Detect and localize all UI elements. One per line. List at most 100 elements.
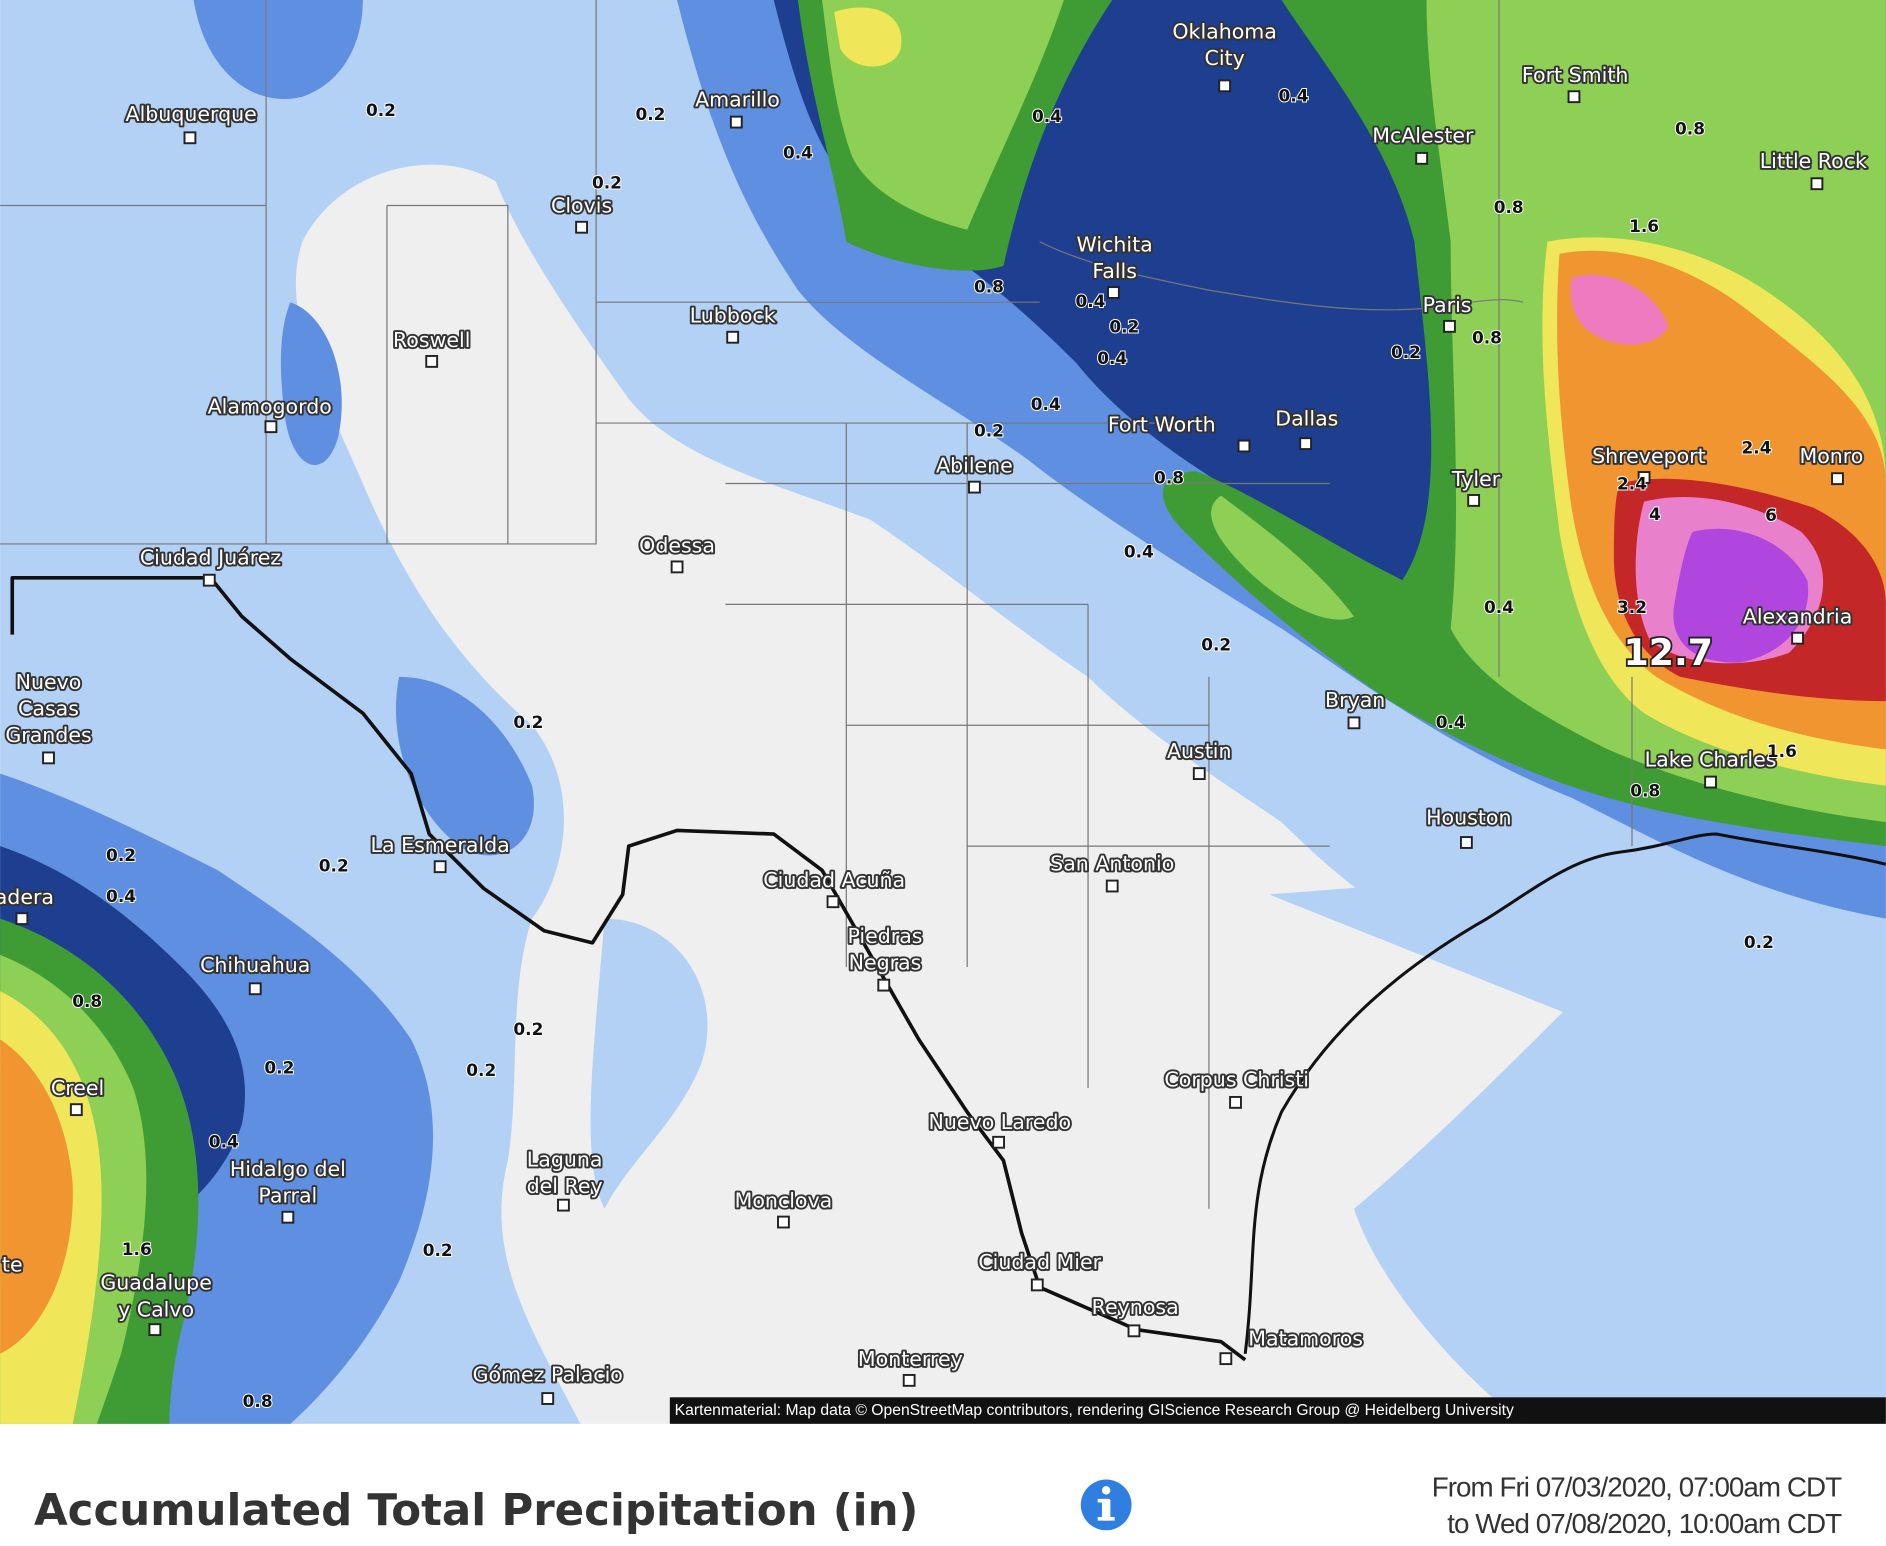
place-label: Lake Charles: [1645, 747, 1777, 771]
contour-label: 0.8: [1630, 781, 1660, 801]
place-dot: [1810, 177, 1824, 191]
place-label: San Antonio: [1050, 851, 1174, 875]
place-label: Odessa: [639, 533, 715, 557]
date-from: From Fri 07/03/2020, 07:00am CDT: [1432, 1472, 1842, 1503]
place-label: Monterrey: [858, 1347, 963, 1371]
place-dot: [425, 355, 439, 368]
place-label: Corpus Christi: [1164, 1068, 1309, 1092]
contour-label: 0.8: [1472, 327, 1502, 347]
contour-label: 6: [1765, 505, 1777, 525]
place-label: Wichita: [1077, 232, 1153, 256]
place-label: Houston: [1426, 805, 1511, 829]
place-dot: [1030, 1278, 1044, 1292]
contour-label: 4: [1649, 504, 1661, 524]
place-label: Monclova: [735, 1189, 833, 1213]
contour-label: 0.2: [319, 856, 349, 876]
place-label: Fort Smith: [1522, 63, 1628, 87]
place-dot: [1347, 716, 1361, 730]
place-label: te: [2, 1253, 23, 1277]
contour-label: 0.8: [1154, 468, 1184, 488]
place-dot: [1459, 836, 1473, 849]
contour-label: 1.6: [1629, 216, 1659, 236]
attribution: Kartenmaterial: Map data © OpenStreetMap…: [675, 1402, 1514, 1419]
place-label: La Esmeralda: [371, 833, 510, 857]
place-dot: [1415, 151, 1429, 165]
place-label: Gómez Palacio: [473, 1363, 623, 1387]
place-label: Dallas: [1275, 406, 1338, 430]
contour-label: 0.4: [1436, 712, 1466, 732]
contour-label: 0.8: [1494, 197, 1524, 217]
place-label: Fort Worth: [1108, 412, 1216, 436]
place-label: Grandes: [5, 723, 91, 747]
place-dot: [1105, 879, 1119, 893]
place-label: Casas: [18, 697, 79, 721]
contour-label: 1.6: [122, 1239, 152, 1259]
place-label: Shreveport: [1592, 444, 1706, 468]
place-dot: [1218, 79, 1232, 93]
place-dot: [248, 982, 262, 996]
place-dot: [15, 912, 29, 926]
place-label: Alamogordo: [208, 394, 332, 418]
place-dot: [670, 560, 684, 574]
contour-label: 0.2: [466, 1060, 496, 1080]
labels: Kartenmaterial: Map data © OpenStreetMap…: [0, 18, 1869, 1539]
place-dot: [541, 1392, 555, 1405]
date-to: to Wed 07/08/2020, 10:00am CDT: [1447, 1508, 1842, 1539]
place-label: Falls: [1092, 259, 1137, 283]
contour-label: 0.2: [1109, 317, 1139, 337]
title: Accumulated Total Precipitation (in): [34, 1486, 918, 1536]
place-dot: [69, 1103, 83, 1117]
contour-label: 0.2: [592, 173, 622, 193]
place-label: Nuevo: [16, 670, 82, 694]
place-label: Tyler: [1451, 467, 1501, 491]
place-dot: [1791, 631, 1804, 645]
place-dot: [575, 220, 588, 234]
place-label: Ciudad Mier: [978, 1250, 1101, 1274]
place-label: City: [1205, 46, 1245, 70]
place-label: Creel: [51, 1076, 104, 1100]
place-dot: [281, 1210, 295, 1224]
place-label: Laguna: [527, 1147, 603, 1171]
contour-label: 0.2: [636, 104, 666, 124]
place-label: del Rey: [527, 1174, 603, 1198]
contour-label: 0.2: [513, 1019, 543, 1039]
place-label: Austin: [1167, 739, 1232, 763]
contour-label: 0.2: [974, 421, 1004, 441]
place-dot: [1192, 767, 1206, 781]
place-label: Chihuahua: [200, 953, 310, 977]
place-label: Piedras: [847, 924, 922, 948]
place-dot: [1467, 494, 1481, 507]
contour-label: 0.4: [1031, 394, 1061, 414]
place-label: Bryan: [1325, 688, 1385, 712]
place-label: Reynosa: [1092, 1295, 1179, 1319]
place-label: Negras: [849, 950, 922, 974]
place-label: Paris: [1423, 293, 1472, 317]
contour-label: 0.8: [243, 1391, 273, 1411]
place-dot: [202, 573, 216, 587]
place-label: Guadalupe: [100, 1271, 212, 1295]
place-label: Lubbock: [690, 304, 776, 328]
contour-label: 0.4: [1124, 541, 1154, 561]
contour-label: 0.2: [513, 712, 543, 732]
contour-label: 0.2: [366, 100, 396, 120]
place-label: Parral: [258, 1184, 317, 1208]
contour-label: 0.4: [1097, 348, 1127, 368]
place-dot: [726, 330, 740, 344]
place-label: Little Rock: [1760, 149, 1867, 173]
place-dot: [183, 131, 197, 145]
contour-label: 1.6: [1767, 741, 1797, 761]
place-dot: [1237, 439, 1251, 453]
place-dot: [877, 978, 891, 992]
contour-label: 0.4: [1279, 86, 1309, 106]
place-dot: [1831, 472, 1844, 486]
place-dot: [826, 895, 840, 909]
place-dot: [902, 1373, 916, 1387]
place-label: Ciudad Acuña: [763, 868, 905, 892]
contour-label: 0.4: [1484, 597, 1514, 617]
place-dot: [1443, 319, 1456, 333]
place-dot: [729, 115, 743, 129]
contour-label: 0.4: [106, 886, 136, 906]
contour-label: 2.4: [1742, 437, 1772, 457]
